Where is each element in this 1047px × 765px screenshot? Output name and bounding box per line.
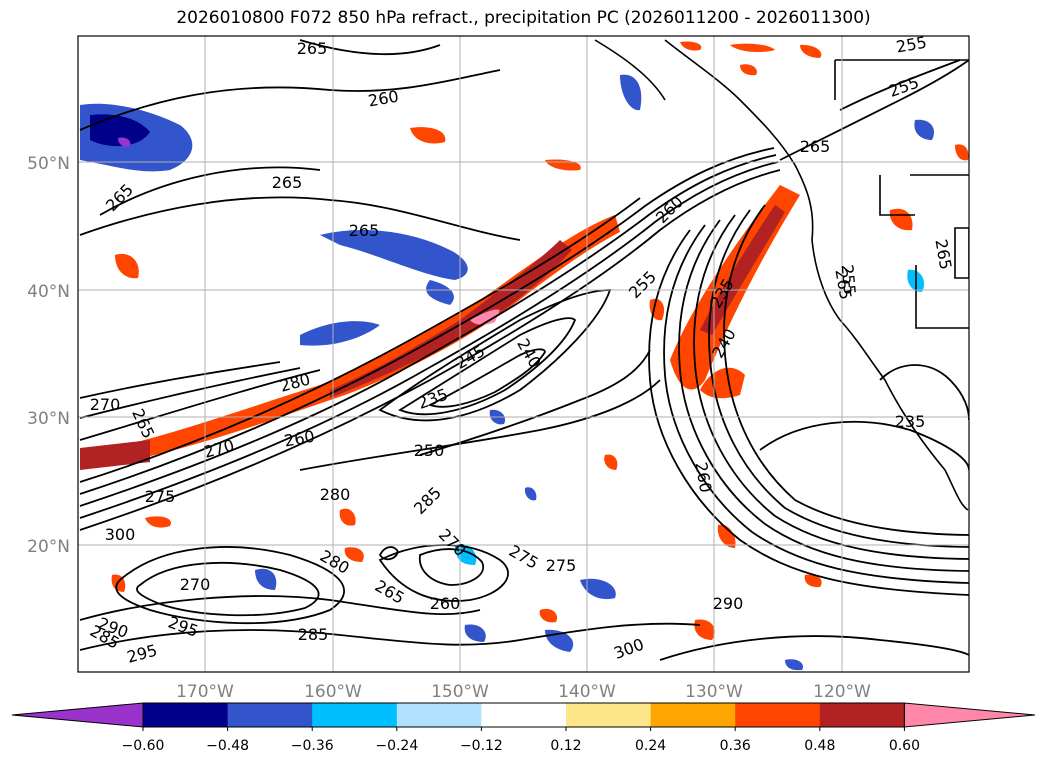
- contour-label: 255: [895, 33, 928, 57]
- contour-label: 285: [298, 625, 329, 644]
- lat-label: 40°N: [27, 282, 70, 302]
- refractivity-contours: [79, 39, 969, 661]
- map-gridlines: [78, 36, 969, 672]
- lon-label: 140°W: [558, 682, 616, 702]
- colorbar-tick-label: 0.24: [635, 738, 666, 754]
- colorbar-tick-label: 0.36: [720, 738, 751, 754]
- lon-label: 130°W: [685, 682, 743, 702]
- colorbar-segment: [819, 703, 905, 727]
- colorbar: [11, 702, 1036, 728]
- contour-label: 270: [90, 395, 121, 414]
- contour-label: 290: [713, 594, 744, 613]
- contour-label: 300: [105, 525, 136, 544]
- contour-label: 250: [414, 441, 445, 460]
- contour-label: 280: [320, 485, 351, 504]
- colorbar-tick-labels: −0.60 −0.48 −0.36 −0.24 −0.12 0.12 0.24 0.36 0.4…: [122, 727, 920, 754]
- lon-label: 150°W: [431, 682, 489, 702]
- colorbar-tick-label: −0.48: [206, 738, 249, 754]
- contour-label: 275: [546, 556, 577, 575]
- lon-label: 120°W: [813, 682, 871, 702]
- colorbar-segment: [735, 703, 821, 727]
- colorbar-segment: [566, 703, 652, 727]
- lat-label: 50°N: [27, 154, 70, 174]
- latitude-axis: 50°N 40°N 30°N 20°N: [27, 154, 70, 557]
- map-frame: [77, 35, 970, 673]
- precipitation-shading: [80, 41, 969, 671]
- colorbar-segment: [143, 703, 229, 727]
- contour-label: 235: [895, 412, 926, 431]
- colorbar-extend-high: [903, 702, 1036, 728]
- colorbar-tick-label: 0.12: [550, 738, 581, 754]
- colorbar-tick-label: 0.60: [889, 738, 920, 754]
- colorbar-tick-label: −0.12: [460, 738, 503, 754]
- lat-label: 20°N: [27, 537, 70, 557]
- colorbar-segment: [312, 703, 398, 727]
- longitude-axis: 170°W 160°W 150°W 140°W 130°W 120°W: [176, 682, 871, 702]
- colorbar-segment: [650, 703, 736, 727]
- colorbar-extend-low: [11, 702, 144, 728]
- contour-label: 265: [297, 39, 328, 58]
- contour-label: 275: [145, 487, 176, 506]
- coastline: [594, 39, 969, 511]
- lon-label: 160°W: [304, 682, 362, 702]
- lat-label: 30°N: [27, 409, 70, 429]
- colorbar-segment: [396, 703, 482, 727]
- colorbar-tick-label: −0.24: [375, 738, 418, 754]
- contour-label: 260: [430, 594, 461, 613]
- contour-label: 255: [838, 264, 860, 296]
- contour-label: 265: [272, 173, 303, 192]
- colorbar-segment: [227, 703, 313, 727]
- contour-label: 265: [349, 221, 380, 240]
- lon-label: 170°W: [176, 682, 234, 702]
- colorbar-tick-label: 0.48: [804, 738, 835, 754]
- contour-label: 270: [180, 575, 211, 594]
- map-title: 2026010800 F072 850 hPa refract., precip…: [176, 8, 871, 28]
- contour-label: 265: [800, 137, 831, 156]
- colorbar-segment: [481, 703, 567, 727]
- colorbar-tick-label: −0.36: [291, 738, 334, 754]
- colorbar-tick-label: −0.60: [122, 738, 165, 754]
